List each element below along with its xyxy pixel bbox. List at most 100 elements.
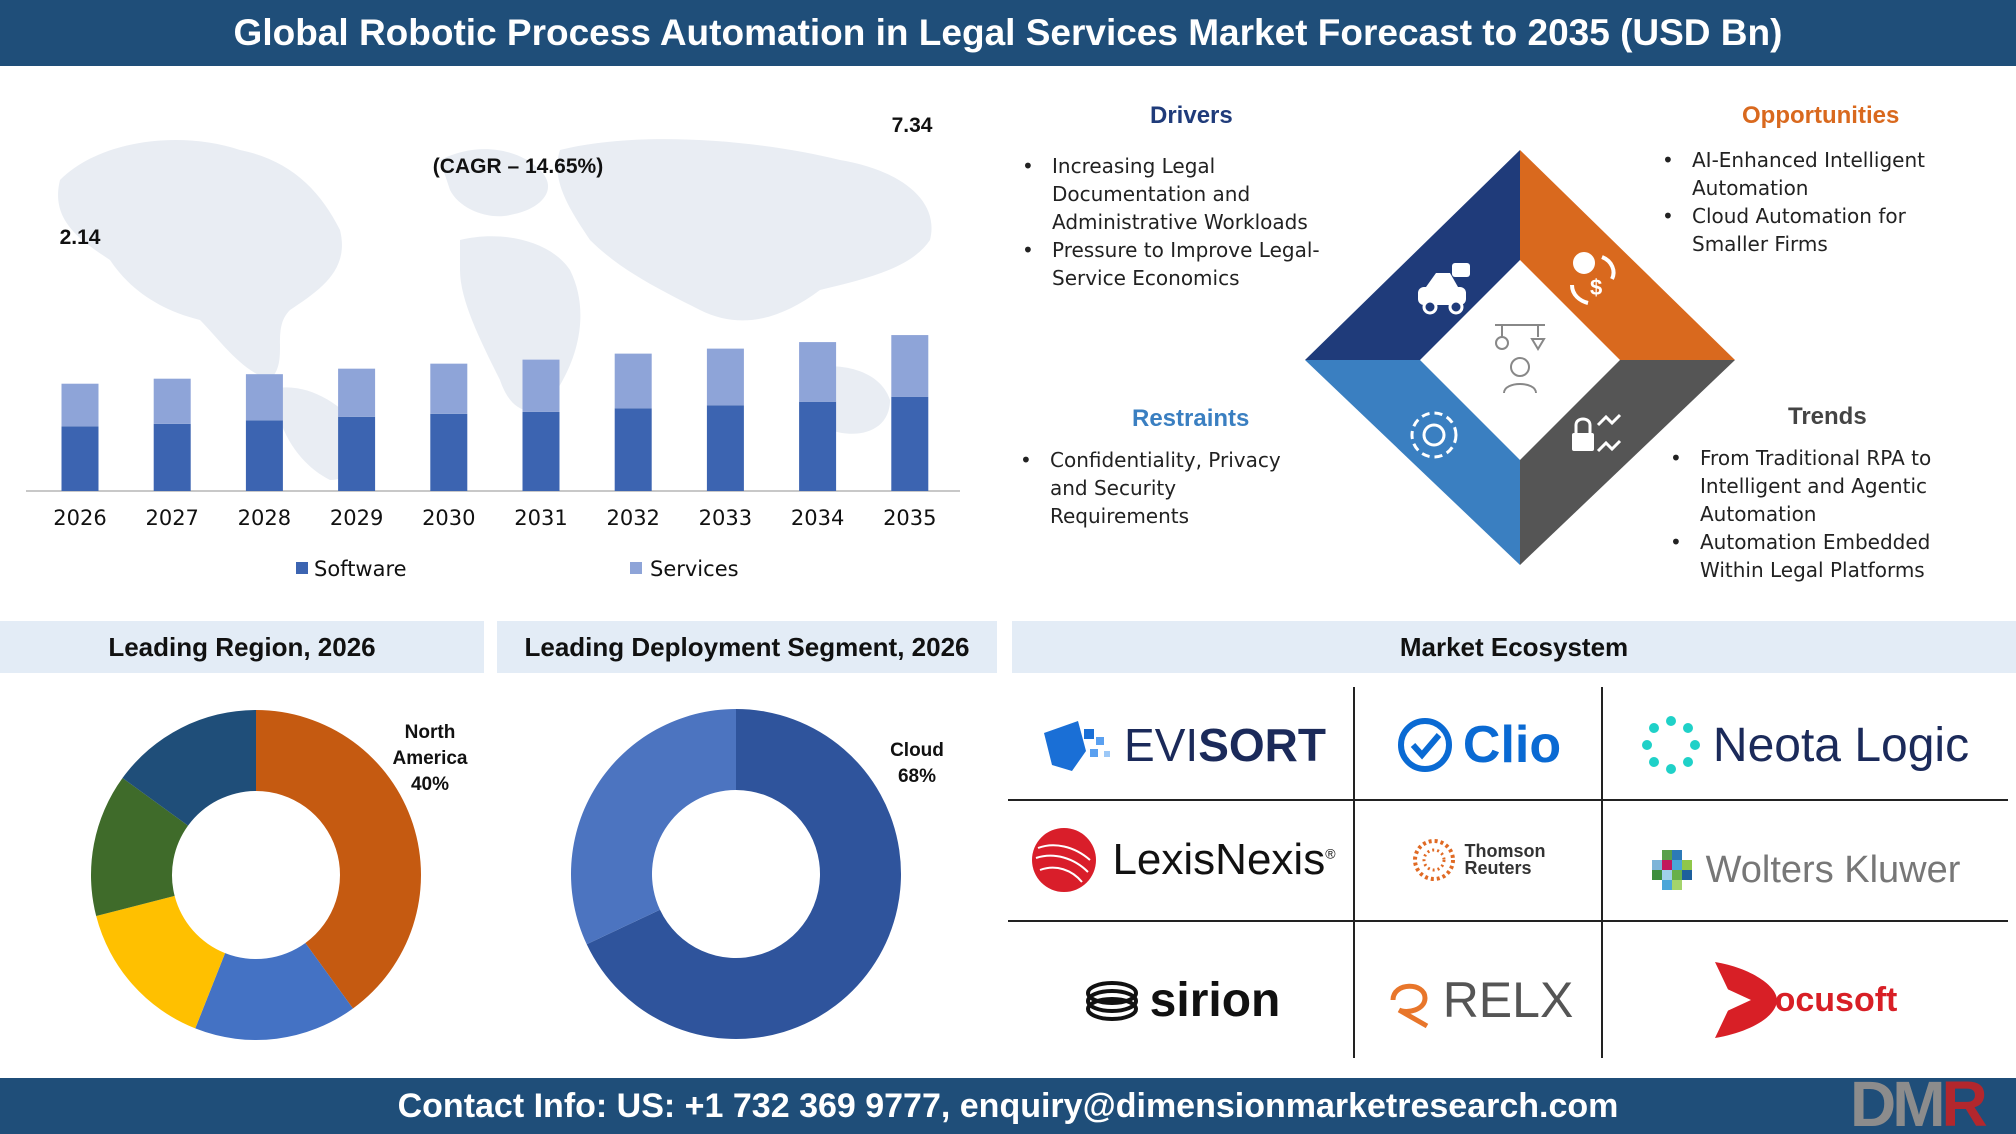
donut-slice-cloud — [586, 709, 901, 1039]
relx-text: RELX — [1442, 972, 1574, 1028]
bar-software-2033 — [706, 405, 744, 491]
donut-slice-north-america — [256, 710, 421, 1009]
x-tick-label: 2032 — [606, 506, 659, 530]
neota-logic-logo: Neota Logic — [1604, 690, 2004, 800]
bar-software-2028 — [245, 420, 283, 491]
x-tick-label: 2028 — [238, 506, 291, 530]
opportunities-list: AI-Enhanced Intelligent Automation Cloud… — [1662, 146, 1982, 258]
donut-slice-other-3 — [91, 778, 189, 917]
idea-dollar-icon: $ — [1570, 252, 1616, 305]
opportunities-quadrant — [1520, 150, 1735, 360]
bar-software-2032 — [614, 408, 652, 491]
region-donut-chart — [91, 710, 421, 1040]
gear-network-icon — [1410, 411, 1458, 459]
clio-text: Clio — [1462, 716, 1562, 774]
docusoft-text: ocusoft — [1774, 980, 1898, 1019]
bar-software-2034 — [799, 401, 837, 491]
x-tick-label: 2034 — [791, 506, 844, 530]
thomson-text: Thomson — [1464, 841, 1546, 861]
region-label-pct: 40% — [410, 774, 450, 795]
stacked-bar-chart: 2026 2027 2028 2029 2030 2031 2032 2033 2034 2035… — [26, 114, 960, 581]
trends-list: From Traditional RPA to Intelligent and … — [1670, 444, 2000, 584]
x-tick-label: 2035 — [883, 506, 936, 530]
drivers-title: Drivers — [1150, 102, 1233, 129]
bar-services-2032 — [614, 353, 652, 409]
ecosystem-panel-title: Market Ecosystem — [1012, 621, 2016, 673]
center-diamond — [1420, 260, 1620, 460]
person-innovation-icon — [1495, 324, 1546, 394]
robot-car-icon — [1418, 263, 1470, 315]
legend-label-software: Software — [314, 557, 407, 581]
thomson-reuters-logo: Thomson Reuters — [1356, 802, 1600, 918]
lexisnexis-text: LexisNexis — [1112, 835, 1326, 884]
evisort-mark-icon — [1044, 721, 1111, 771]
drivers-quadrant — [1305, 150, 1520, 360]
bar-services-2035 — [891, 335, 929, 397]
restraints-title: Restraints — [1132, 405, 1250, 432]
lexisnexis-mark: ® — [1325, 845, 1336, 862]
lock-trend-icon — [1572, 413, 1622, 453]
sirion-logo: sirion — [1010, 940, 1354, 1060]
cagr-label: (CAGR – 14.65%) — [433, 155, 603, 178]
wolters-kluwer-logo: Wolters Kluwer — [1604, 802, 2004, 938]
drivers-item: Pressure to Improve Legal-Service Econom… — [1022, 236, 1322, 292]
neota-dots-icon — [1641, 716, 1700, 774]
evisort-text-a: EVI — [1124, 719, 1199, 771]
region-label-line2: America — [392, 748, 468, 769]
sirion-rings-icon — [1085, 981, 1138, 1021]
dmr-logo: DMR — [1850, 1072, 1988, 1134]
opportunities-item: AI-Enhanced Intelligent Automation — [1662, 146, 1982, 202]
deployment-donut-chart — [571, 709, 901, 1039]
clio-check-icon — [1397, 718, 1452, 772]
opportunities-title: Opportunities — [1742, 102, 1900, 129]
dmr-letter-r: R — [1941, 1068, 1988, 1134]
bar-software-2035 — [891, 396, 929, 491]
bar-services-2028 — [245, 374, 283, 421]
bar-services-2034 — [799, 342, 837, 402]
bar-services-2029 — [338, 368, 376, 417]
drivers-item: Increasing Legal Documentation and Admin… — [1022, 152, 1322, 236]
x-tick-label: 2026 — [53, 506, 106, 530]
dro-diamond: $ — [1305, 150, 1735, 565]
restraints-list: Confidentiality, Privacy and Security Re… — [1020, 446, 1320, 530]
legend-swatch-services — [630, 562, 642, 574]
bar-services-2027 — [153, 378, 191, 424]
bar-software-2031 — [522, 411, 560, 491]
x-tick-label: 2027 — [145, 506, 198, 530]
dmr-letter-m: M — [1892, 1068, 1945, 1134]
bar-software-2026 — [61, 426, 99, 491]
deployment-donut-label: Cloud 68% — [872, 738, 962, 790]
restraints-item: Confidentiality, Privacy and Security Re… — [1020, 446, 1320, 530]
evisort-text-b: SORT — [1198, 719, 1326, 771]
neota-text: Neota Logic — [1712, 718, 1970, 772]
ecosystem-grid — [1008, 687, 2008, 1058]
wolters-text: Wolters Kluwer — [1705, 848, 1961, 891]
x-tick-label: 2031 — [514, 506, 567, 530]
region-label-line1: North — [404, 722, 456, 743]
deployment-panel-title: Leading Deployment Segment, 2026 — [497, 621, 997, 673]
opportunities-item: Cloud Automation for Smaller Firms — [1662, 202, 1982, 258]
clio-logo: Clio — [1356, 690, 1600, 800]
donut-slice-other-4 — [122, 710, 256, 826]
donut-slice-other-1 — [195, 942, 353, 1040]
x-tick-label: 2033 — [699, 506, 752, 530]
region-panel-title: Leading Region, 2026 — [0, 621, 484, 673]
donut-slice-other-2 — [96, 895, 226, 1029]
deployment-label-pct: 68% — [897, 766, 937, 787]
trends-item: From Traditional RPA to Intelligent and … — [1670, 444, 2000, 528]
evisort-logo: EVISORT — [1010, 690, 1354, 800]
bar-services-2026 — [61, 383, 99, 427]
sirion-text: sirion — [1149, 973, 1281, 1027]
x-tick-label: 2029 — [330, 506, 383, 530]
bar-services-2030 — [430, 363, 468, 414]
page-title: Global Robotic Process Automation in Leg… — [0, 0, 2016, 66]
bar-software-2027 — [153, 423, 191, 491]
last-value-label: 7.34 — [892, 114, 933, 137]
bar-software-2029 — [338, 416, 376, 491]
contact-footer: Contact Info: US: +1 732 369 9777, enqui… — [0, 1078, 2016, 1134]
region-donut-label: North America 40% — [380, 720, 480, 798]
bar-software-2030 — [430, 413, 468, 491]
restraints-quadrant — [1305, 360, 1520, 565]
lexisnexis-logo: LexisNexis® — [1010, 802, 1354, 918]
svg-text:$: $ — [1590, 275, 1602, 300]
